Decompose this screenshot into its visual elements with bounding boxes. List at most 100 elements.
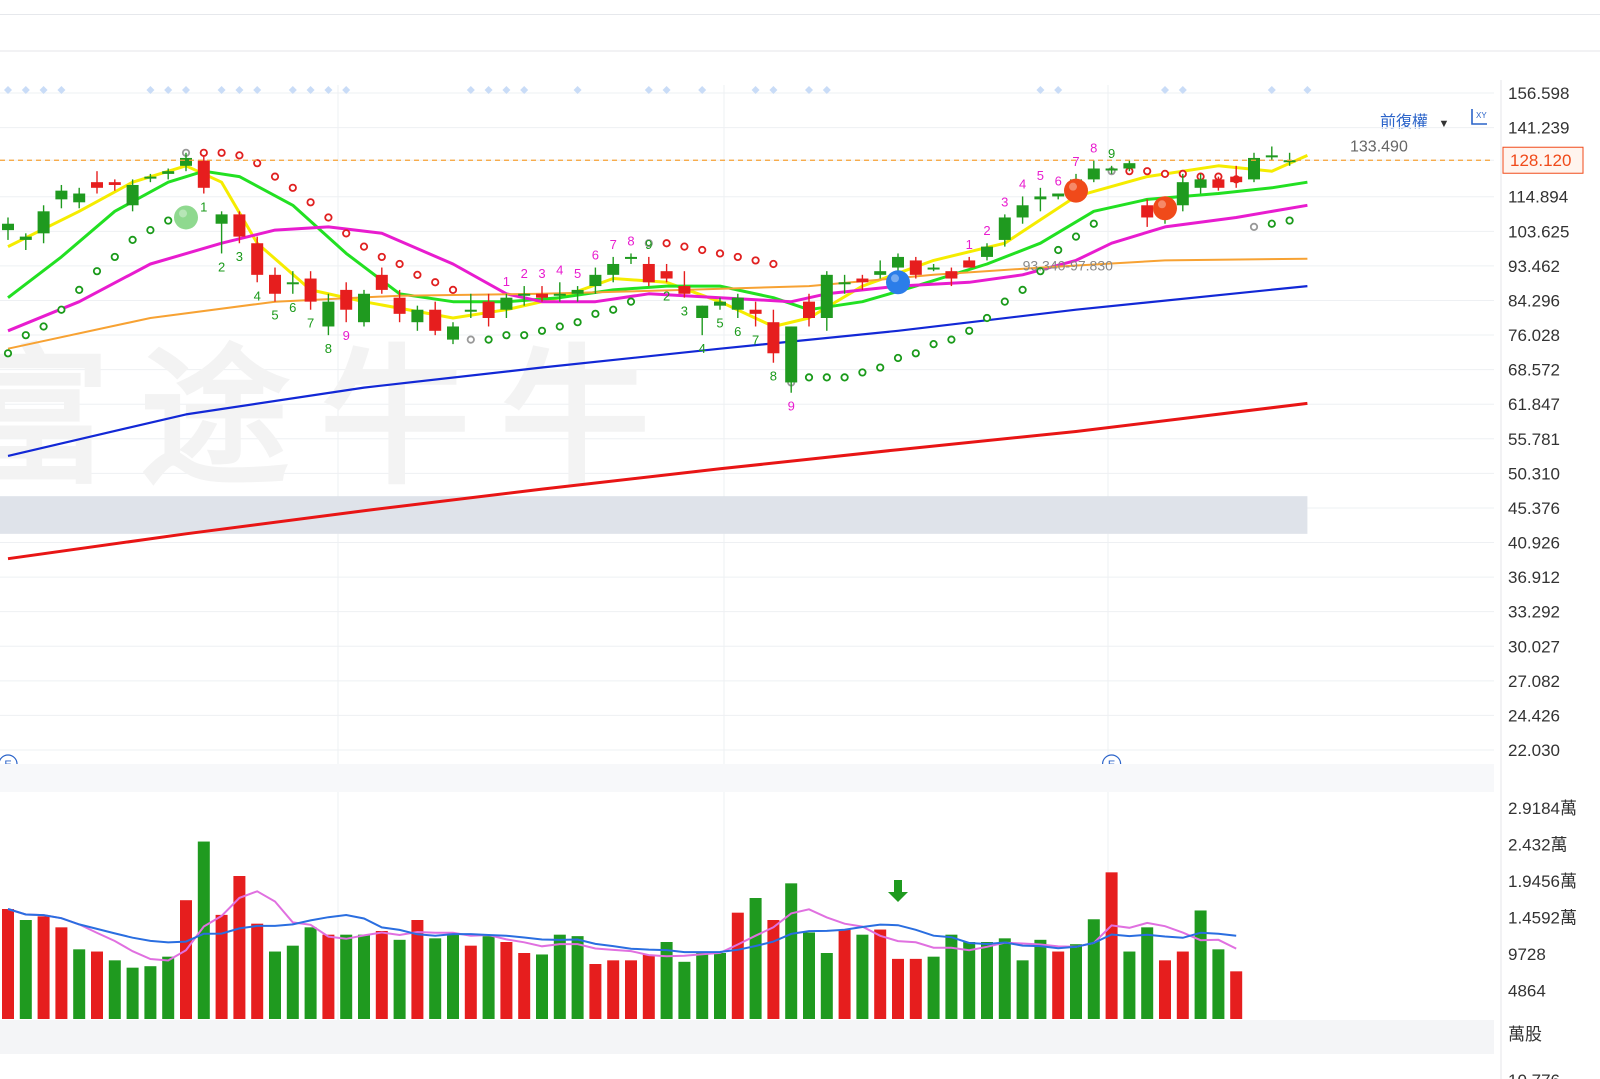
candle-body — [340, 289, 353, 310]
candle-body — [553, 293, 566, 296]
volume-bar — [536, 954, 548, 1019]
volume-bar — [1194, 910, 1207, 1019]
current-price-box — [1502, 146, 1584, 174]
volume-bar — [963, 942, 976, 1019]
ma-line-red — [7, 401, 1308, 561]
volume-bar — [358, 934, 370, 1019]
td-label: 2 — [521, 266, 528, 281]
candle-body — [785, 326, 798, 383]
td-label: 6 — [592, 248, 599, 263]
diamond-marker — [1178, 86, 1187, 94]
volume-bar — [340, 934, 353, 1019]
price-tick-label: 33.292 — [1508, 603, 1560, 622]
candle-body — [981, 246, 993, 257]
watermark: 富途牛牛 — [0, 334, 680, 502]
price-tick-label: 30.027 — [1508, 637, 1560, 656]
volume-bar — [803, 932, 815, 1019]
sar-dot — [39, 322, 48, 331]
signal-highlight — [891, 274, 899, 283]
diamond-marker — [769, 86, 778, 94]
sar-dot — [804, 373, 814, 382]
td-label: 4 — [556, 262, 563, 277]
volume-bar — [1016, 960, 1029, 1019]
sar-dot — [288, 183, 297, 192]
volume-ma-line — [7, 890, 1237, 962]
candle-body — [1265, 155, 1278, 158]
candle-body — [1212, 179, 1225, 188]
ma-line-green — [7, 169, 1308, 312]
volume-bar — [108, 960, 121, 1019]
candle-body — [126, 184, 139, 206]
sar-dot — [644, 239, 653, 248]
candle-body — [731, 297, 744, 310]
sar-dot — [413, 270, 422, 279]
volume-bar — [500, 942, 513, 1019]
diamond-marker — [520, 86, 529, 94]
candle-body — [108, 182, 121, 185]
volume-bar — [553, 934, 566, 1019]
volume-bar — [714, 953, 726, 1019]
candle-body — [180, 157, 192, 166]
sar-dot — [484, 335, 493, 344]
candle-body — [998, 217, 1011, 240]
candle-body — [518, 293, 531, 296]
volume-bar — [731, 912, 744, 1019]
candle-body — [909, 260, 922, 275]
diamond-marker — [805, 86, 813, 94]
diamond-marker — [1267, 86, 1276, 94]
sar-dot — [858, 368, 867, 377]
candle-body — [2, 223, 14, 231]
price-adjust-select[interactable]: 前復權 ▼ — [1380, 108, 1449, 132]
sar-dot — [431, 278, 440, 287]
candle-body — [55, 190, 68, 200]
annotations: 133.490 93.340-97.830 — [0, 138, 1494, 273]
volume-bar — [162, 956, 175, 1019]
diamond-marker — [751, 86, 760, 94]
sar-dot — [520, 331, 529, 340]
td-label: 7 — [307, 316, 314, 331]
td-label: 1 — [200, 200, 207, 215]
td-label: 2 — [983, 223, 990, 238]
td-label: 2 — [663, 288, 670, 303]
sar-dot — [893, 353, 903, 363]
td-label: 6 — [289, 300, 296, 315]
sar-dot — [128, 235, 137, 245]
candle-body — [874, 271, 887, 275]
volume-bar — [518, 953, 531, 1019]
price-tick-label: 55.781 — [1508, 430, 1560, 449]
volume-bar — [838, 929, 851, 1019]
price-tick-label: 36.912 — [1508, 568, 1560, 587]
sar-dot — [1089, 219, 1098, 228]
high-annotation: 133.490 — [1350, 138, 1408, 155]
candle-body — [358, 293, 370, 323]
diamond-marker — [253, 86, 262, 94]
diamond-marker — [644, 86, 653, 94]
sar-dot — [733, 252, 742, 262]
td-label: 4 — [1019, 176, 1026, 191]
sar-dot — [92, 267, 102, 276]
candle-body — [286, 282, 299, 285]
sar-dot — [965, 326, 974, 335]
sar-dot — [1285, 216, 1294, 225]
diamond-marker — [1161, 86, 1169, 94]
volume-bar — [625, 960, 637, 1019]
diamond-marker — [182, 86, 190, 94]
candle-body — [696, 305, 709, 318]
sar-dot — [1071, 232, 1081, 241]
sar-dot — [1054, 245, 1063, 255]
td-label: 7 — [610, 237, 617, 252]
candle-body — [1052, 193, 1065, 197]
td-label: 9 — [788, 399, 795, 414]
axis-panel — [1494, 80, 1600, 1079]
volume-unit-label: 萬股 — [1508, 1025, 1542, 1044]
signal-markers[interactable] — [174, 178, 1177, 295]
volume-bar — [909, 958, 922, 1019]
volume-bar — [233, 876, 246, 1019]
diamond-marker — [306, 86, 315, 94]
xy-axis-icon[interactable]: XY — [1470, 108, 1488, 126]
volume-bar — [981, 942, 993, 1019]
sar-dot — [217, 148, 226, 157]
volume-bar — [1087, 919, 1100, 1019]
candle-body — [642, 263, 655, 283]
